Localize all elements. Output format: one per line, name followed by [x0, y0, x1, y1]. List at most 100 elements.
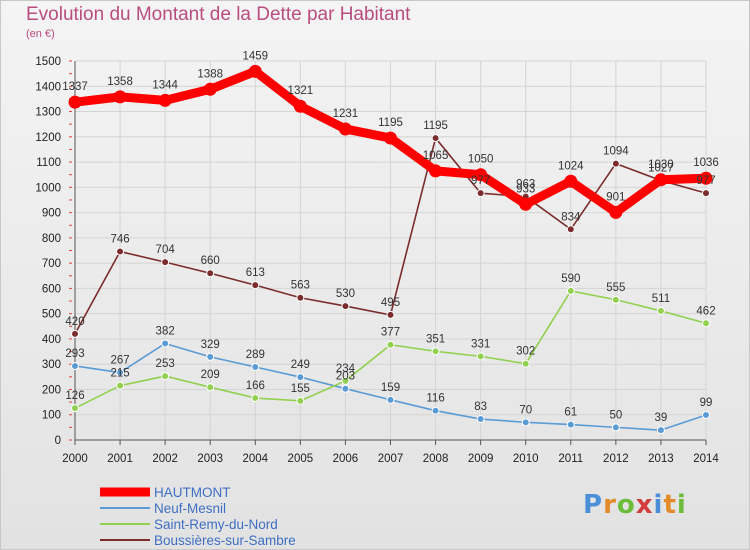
- data-label: 203: [336, 371, 355, 383]
- data-point: [296, 396, 305, 405]
- x-tick-label: 2002: [152, 453, 178, 465]
- data-label: 563: [291, 280, 310, 292]
- data-point: [611, 159, 620, 168]
- data-label: 1388: [197, 68, 223, 80]
- data-label: 1050: [468, 154, 494, 166]
- x-tick-label: 2010: [513, 453, 539, 465]
- x-tick-label: 2005: [288, 453, 314, 465]
- data-label: 977: [471, 175, 490, 187]
- x-tick-label: 2000: [62, 453, 88, 465]
- data-point: [386, 395, 395, 404]
- data-label: 293: [65, 348, 84, 360]
- data-point: [476, 415, 485, 424]
- y-tick-label: 0: [55, 435, 61, 447]
- data-point: [251, 394, 260, 403]
- data-label: 116: [426, 393, 444, 405]
- data-label: 70: [519, 404, 532, 416]
- x-tick-label: 2012: [603, 453, 629, 465]
- data-point: [564, 174, 578, 188]
- data-label: 901: [606, 191, 625, 203]
- y-tick-label: 400: [42, 334, 61, 346]
- data-label: 253: [156, 358, 175, 370]
- data-point: [116, 368, 125, 377]
- y-tick-label: 300: [42, 359, 61, 371]
- y-tick-label: 1200: [35, 132, 61, 144]
- data-point: [161, 258, 170, 267]
- data-point: [161, 339, 170, 348]
- data-point: [521, 418, 530, 427]
- data-label: 99: [700, 397, 713, 409]
- y-tick-label: 1000: [35, 182, 61, 194]
- data-point: [161, 372, 170, 381]
- y-tick-label: 1300: [35, 107, 61, 119]
- data-point: [158, 93, 172, 107]
- data-label: 555: [606, 282, 625, 294]
- data-label: 215: [110, 368, 129, 380]
- data-label: 660: [201, 255, 220, 267]
- data-point: [566, 225, 575, 234]
- data-point: [251, 362, 260, 371]
- data-label: 1195: [423, 120, 448, 132]
- data-label: 331: [471, 338, 490, 350]
- y-tick-label: 900: [42, 208, 61, 220]
- x-tick-label: 2014: [693, 453, 719, 465]
- data-label: 420: [65, 316, 84, 328]
- proxiti-logo: Proxiti: [583, 490, 687, 520]
- data-point: [71, 361, 79, 370]
- x-tick-label: 2007: [378, 453, 404, 465]
- data-label: 377: [381, 327, 400, 339]
- data-point: [71, 404, 79, 413]
- y-tick-label: 200: [42, 384, 61, 396]
- x-tick-label: 2004: [242, 453, 268, 465]
- data-label: 746: [110, 234, 129, 246]
- data-point: [699, 171, 713, 185]
- data-label: 530: [336, 288, 355, 300]
- data-label: 1030: [648, 159, 674, 171]
- data-label: 267: [110, 355, 129, 367]
- data-label: 511: [652, 293, 670, 305]
- data-point: [702, 319, 710, 328]
- logo-letter: i: [676, 490, 687, 520]
- data-point: [431, 347, 440, 356]
- data-point: [702, 410, 710, 419]
- data-point: [519, 197, 533, 211]
- y-tick-label: 1100: [36, 157, 61, 169]
- data-label: 613: [246, 267, 265, 279]
- data-point: [566, 420, 575, 429]
- data-label: 1036: [693, 157, 719, 169]
- data-point: [341, 384, 350, 393]
- data-point: [203, 82, 217, 96]
- data-label: 126: [65, 390, 84, 402]
- data-point: [611, 295, 620, 304]
- chart-title: Evolution du Montant de la Dette par Hab…: [26, 4, 411, 25]
- data-point: [656, 306, 665, 315]
- data-point: [248, 64, 262, 78]
- data-label: 166: [246, 380, 265, 392]
- y-tick-label: 600: [42, 283, 61, 295]
- data-point: [113, 90, 127, 104]
- data-point: [296, 293, 305, 302]
- data-label: 50: [609, 409, 622, 421]
- legend: HAUTMONTNeuf-MesnilSaint-Remy-du-NordBou…: [100, 485, 296, 548]
- x-tick-label: 2006: [333, 453, 359, 465]
- data-label: 963: [516, 179, 535, 191]
- data-label: 590: [561, 273, 580, 285]
- y-tick-label: 1500: [35, 56, 61, 68]
- data-label: 1231: [333, 108, 359, 120]
- data-point: [566, 286, 575, 295]
- data-label: 1094: [603, 146, 629, 158]
- data-label: 933: [516, 183, 535, 195]
- data-label: 1321: [288, 85, 314, 97]
- logo-letter: r: [603, 490, 617, 520]
- x-tick-label: 2008: [423, 453, 449, 465]
- data-label: 234: [336, 363, 356, 375]
- data-point: [386, 340, 395, 349]
- data-point: [116, 381, 125, 390]
- x-tick-label: 2009: [468, 453, 494, 465]
- data-label: 329: [201, 339, 220, 351]
- data-label: 39: [655, 412, 668, 424]
- data-point: [293, 99, 307, 113]
- data-label: 495: [381, 297, 400, 309]
- data-label: 249: [291, 359, 310, 371]
- data-label: 1195: [378, 117, 403, 129]
